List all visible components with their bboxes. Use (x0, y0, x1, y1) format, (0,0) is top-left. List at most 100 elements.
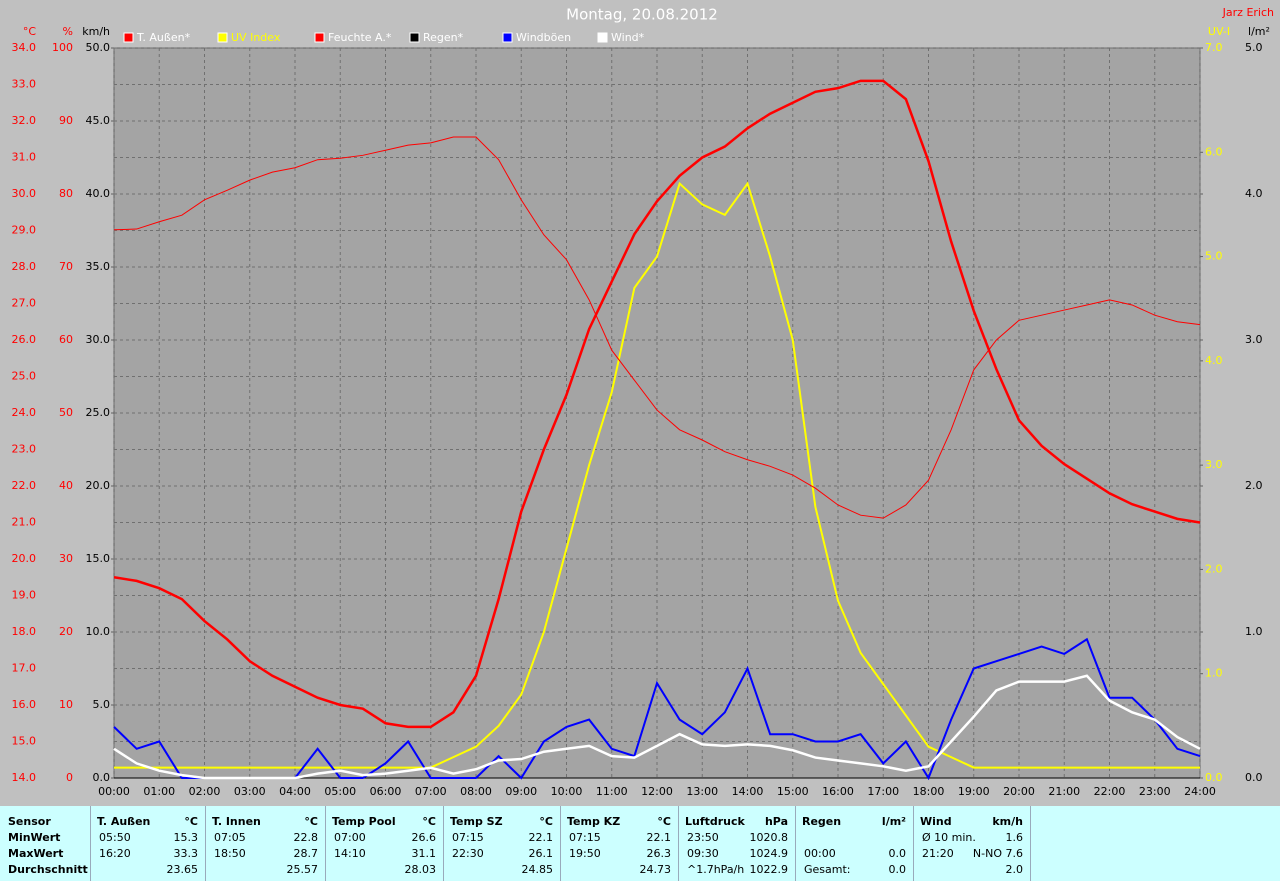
table-cell: 28.7 (293, 847, 319, 860)
y-tick-label: 40.0 (86, 187, 111, 200)
y-tick-label: 30 (59, 552, 73, 565)
table-group: T. Außen °C 05:50 15.3 16:20 33.3 23.65 (90, 806, 206, 881)
table-group: Temp SZ °C 07:15 22.1 22:30 26.1 24.85 (443, 806, 561, 881)
table-cell: 33.3 (173, 847, 199, 860)
table-cell: 1024.9 (749, 847, 789, 860)
y-tick-label: 34.0 (12, 41, 37, 54)
y-tick-label: 14.0 (12, 771, 37, 784)
x-tick-label: 23:00 (1139, 785, 1171, 798)
legend-swatch (217, 32, 228, 43)
y-tick-label: 24.0 (12, 406, 37, 419)
x-tick-label: 15:00 (777, 785, 809, 798)
table-group: Luftdruck hPa 23:50 1020.8 09:30 1024.9 ^1.7hP… (678, 806, 796, 881)
x-tick-label: 01:00 (143, 785, 175, 798)
x-tick-label: 03:00 (234, 785, 266, 798)
y-tick-label: 90 (59, 114, 73, 127)
table-group: Wind km/h Ø 10 min. 1.6 21:20 N-NO 7.6 2.0 (913, 806, 1031, 881)
row-labels: Sensor MinWert MaxWert Durchschnitt (0, 806, 90, 881)
axis-title: °C (23, 25, 37, 38)
series-line (114, 181, 1200, 769)
table-group: Temp Pool °C 07:00 26.6 14:10 31.1 28.03 (325, 806, 444, 881)
y-tick-label: 2.0 (1245, 479, 1263, 492)
table-cell: 07:15 (569, 831, 601, 844)
legend-swatch (123, 32, 134, 43)
table-cell: 05:50 (99, 831, 131, 844)
table-cell: MinWert (8, 831, 61, 844)
table-cell: 15.3 (173, 831, 199, 844)
legend-label: Windböen (516, 31, 571, 44)
table-cell: °C (304, 815, 318, 828)
table-cell: Temp SZ (450, 815, 503, 828)
x-tick-label: 17:00 (867, 785, 899, 798)
x-tick-label: 16:00 (822, 785, 854, 798)
y-tick-label: 22.0 (12, 479, 37, 492)
table-cell: 21:20 (922, 847, 954, 860)
table-cell: 1.6 (1005, 831, 1024, 844)
y-tick-label: 0.0 (1245, 771, 1263, 784)
legend-label: Feuchte A.* (328, 31, 392, 44)
x-tick-label: 05:00 (324, 785, 356, 798)
series-line (113, 136, 1201, 519)
legend-swatch (597, 32, 608, 43)
y-tick-label: 40 (59, 479, 73, 492)
table-cell: 22.8 (293, 831, 319, 844)
y-tick-label: 25.0 (12, 370, 37, 383)
table-cell: 07:15 (452, 831, 484, 844)
y-tick-label: 27.0 (12, 297, 37, 310)
y-tick-label: 30.0 (86, 333, 111, 346)
table-cell: T. Außen (97, 815, 151, 828)
table-cell: l/m² (881, 815, 906, 828)
table-group: T. Innen °C 07:05 22.8 18:50 28.7 25.57 (205, 806, 326, 881)
legend-label: T. Außen* (136, 31, 191, 44)
y-tick-label: 4.0 (1205, 354, 1223, 367)
table-cell: °C (184, 815, 198, 828)
table-cell: Regen (802, 815, 842, 828)
y-tick-label: 0.0 (1205, 771, 1223, 784)
y-tick-label: 0 (66, 771, 73, 784)
y-tick-label: 60 (59, 333, 73, 346)
x-tick-label: 10:00 (551, 785, 583, 798)
y-tick-label: 50.0 (86, 41, 111, 54)
y-tick-label: 26.0 (12, 333, 37, 346)
y-tick-label: 5.0 (1245, 41, 1263, 54)
y-tick-label: 28.0 (12, 260, 37, 273)
y-tick-label: 1.0 (1205, 667, 1223, 680)
table-cell: Gesamt: (804, 863, 851, 876)
x-tick-label: 21:00 (1048, 785, 1080, 798)
x-tick-label: 07:00 (415, 785, 447, 798)
x-tick-label: 14:00 (732, 785, 764, 798)
y-tick-label: 5.0 (1205, 250, 1223, 263)
table-cell: 28.03 (404, 863, 437, 876)
y-tick-label: 16.0 (12, 698, 37, 711)
table-cell: Temp Pool (332, 815, 396, 828)
table-cell: 25.57 (286, 863, 319, 876)
x-tick-label: 08:00 (460, 785, 492, 798)
table-cell: 0.0 (888, 863, 907, 876)
x-tick-label: 18:00 (913, 785, 945, 798)
x-tick-label: 22:00 (1094, 785, 1126, 798)
y-tick-label: 15.0 (12, 735, 37, 748)
y-tick-label: 15.0 (86, 552, 111, 565)
table-cell: 0.0 (888, 847, 907, 860)
y-tick-label: 20 (59, 625, 73, 638)
legend-label: Wind* (611, 31, 645, 44)
table-cell: 16:20 (99, 847, 131, 860)
table-cell: °C (422, 815, 436, 828)
author: Jarz Erich (1222, 6, 1274, 19)
table-cell: Temp KZ (567, 815, 621, 828)
x-tick-label: 24:00 (1184, 785, 1216, 798)
y-tick-label: 2.0 (1205, 562, 1223, 575)
table-cell: 26.3 (646, 847, 672, 860)
table-cell: 07:00 (334, 831, 366, 844)
y-tick-label: 33.0 (12, 78, 37, 91)
table-cell: ^1.7hPa/h (687, 863, 745, 876)
table-cell: N-NO 7.6 (972, 847, 1023, 860)
table-cell: 26.1 (528, 847, 554, 860)
table-cell: 24.85 (521, 863, 554, 876)
y-tick-label: 1.0 (1245, 625, 1263, 638)
chart: Montag, 20.08.2012 Jarz Erich °C 14.0 15.0… (12, 6, 1275, 799)
y-tick-label: 17.0 (12, 662, 37, 675)
y-tick-label: 18.0 (12, 625, 37, 638)
x-tick-label: 13:00 (686, 785, 718, 798)
y-tick-label: 80 (59, 187, 73, 200)
